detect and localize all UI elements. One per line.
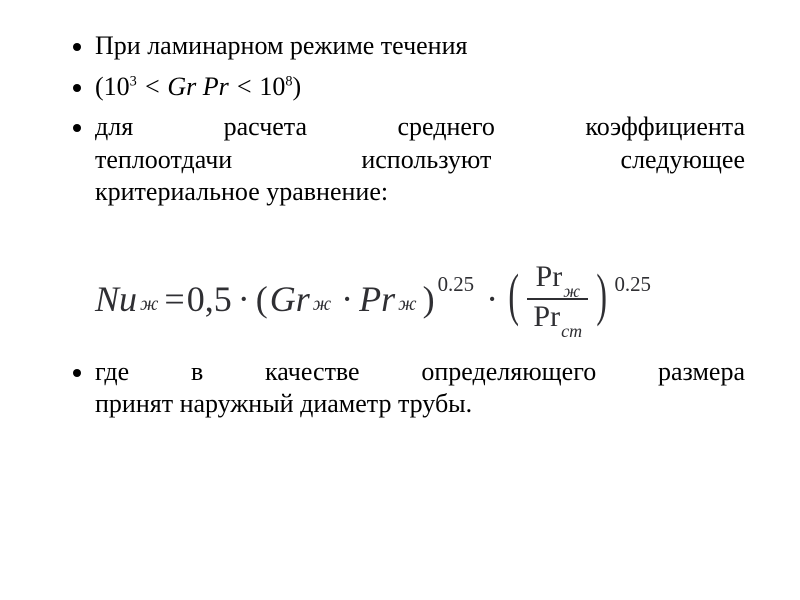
eq-Gr-sub: ж	[313, 293, 331, 316]
equation-body: Nuж = 0,5 · (Grж · Prж)0.25 · ( Prж Prст	[95, 262, 657, 336]
bullet-list: При ламинарном режиме течения (103 < Gr …	[55, 30, 745, 252]
bullet-2-mid: < Gr Pr <	[137, 72, 259, 101]
eq-Pr1-sub: ж	[398, 293, 416, 316]
eq-Pr-den: Pr	[533, 300, 560, 333]
bullet-4-line2: принят наружный диаметр трубы.	[95, 388, 745, 421]
eq-Pr-num: Pr	[536, 260, 563, 293]
eq-Gr: Gr	[270, 278, 310, 320]
eq-coef: 0,5	[187, 278, 232, 320]
eq-fraction: Prж Prст	[527, 262, 588, 336]
slide-content: При ламинарном режиме течения (103 < Gr …	[0, 0, 800, 600]
bullet-3-line1: для расчета среднего коэффициента	[95, 111, 745, 144]
bullet-1-text: При ламинарном режиме течения	[95, 31, 467, 60]
bullet-3-line2: теплоотдачи используют следующее	[95, 144, 745, 177]
bullet-2-sup1: 3	[130, 73, 137, 89]
bullet-2-suffix: )	[292, 72, 301, 101]
eq-Nu: Nu	[95, 278, 137, 320]
eq-dot-1: ·	[238, 278, 250, 320]
eq-Pr-num-sub: ж	[563, 281, 580, 301]
spacer	[95, 217, 745, 252]
eq-Pr-den-sub: ст	[561, 321, 582, 341]
eq-dot-2: ·	[341, 278, 353, 320]
bullet-1: При ламинарном режиме течения	[95, 30, 745, 63]
eq-exp-2: 0.25	[614, 272, 651, 297]
bullet-2-ten: 10	[259, 72, 285, 101]
nusselt-equation: Nuж = 0,5 · (Grж · Prж)0.25 · ( Prж Prст	[95, 262, 745, 336]
eq-close-1: )	[423, 278, 435, 320]
eq-equals: =	[164, 278, 184, 320]
eq-Nu-sub: ж	[140, 293, 158, 316]
bullet-list-2: где в качестве определяющего размера при…	[55, 356, 745, 421]
equation-block: Nuж = 0,5 · (Grж · Prж)0.25 · ( Prж Prст	[95, 262, 745, 336]
bullet-3-line3: критериальное уравнение:	[95, 176, 745, 209]
eq-frac-den: Prст	[527, 302, 588, 336]
bullet-2: (103 < Gr Pr < 108)	[95, 71, 745, 104]
eq-dot-3: ·	[486, 278, 498, 320]
bullet-4: где в качестве определяющего размера при…	[95, 356, 745, 421]
bullet-4-line1: где в качестве определяющего размера	[95, 356, 745, 389]
bullet-3: для расчета среднего коэффициента теплоо…	[95, 111, 745, 209]
bullet-2-prefix: (10	[95, 72, 130, 101]
eq-exp-1: 0.25	[438, 272, 475, 297]
eq-frac-num: Prж	[530, 262, 586, 296]
eq-open-1: (	[256, 278, 268, 320]
eq-Pr1: Pr	[359, 278, 395, 320]
